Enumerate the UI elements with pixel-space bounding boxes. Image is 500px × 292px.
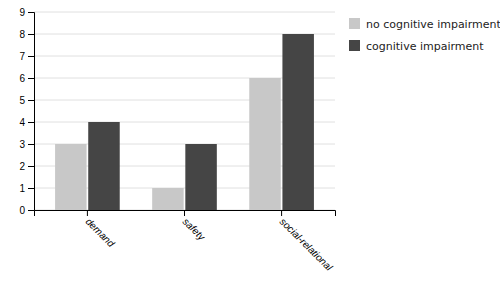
x-tick-label: safety [181,216,208,243]
bar [282,34,313,210]
y-tick-label: 3 [19,139,25,150]
bar-series [88,34,314,210]
legend-label: cognitive impairment [366,40,484,53]
y-tick: 7 [19,51,34,62]
y-tick-label: 5 [19,95,25,106]
y-axis: 0 1 2 3 4 5 6 7 8 9 [19,7,34,216]
y-tick-mark [28,12,34,13]
y-tick-mark [28,188,34,189]
legend-item: no cognitive impairment [349,18,500,31]
y-tick-mark [28,34,34,35]
chart: 0 1 2 3 4 5 6 7 8 9 demand safety social-relational n… [0,0,500,292]
y-tick: 5 [19,95,34,106]
bar-series [55,78,281,210]
bar [249,78,280,210]
y-tick-label: 9 [19,7,25,18]
y-tick: 9 [19,7,34,18]
x-tick-label: demand [84,216,118,250]
y-tick: 8 [19,29,34,40]
y-tick-label: 6 [19,73,25,84]
y-tick-label: 0 [19,205,25,216]
y-tick-label: 2 [19,161,25,172]
bar [152,188,183,210]
bar [55,144,86,210]
bar [185,144,216,210]
y-tick-label: 8 [19,29,25,40]
grid-line [34,12,335,13]
y-axis-line [28,13,35,211]
y-tick: 3 [19,139,34,150]
bars [55,34,314,210]
y-tick: 0 [19,205,34,216]
y-tick-label: 7 [19,51,25,62]
y-tick: 6 [19,73,34,84]
x-axis-line [35,211,336,217]
x-tick: demand [84,210,118,249]
y-tick-mark [28,210,34,211]
x-tick: social-relational [278,210,335,273]
legend-item: cognitive impairment [349,40,484,53]
y-tick-mark [28,56,34,57]
legend: no cognitive impairment cognitive impairm… [349,18,500,53]
y-tick-mark [28,100,34,101]
y-tick-mark [28,78,34,79]
y-tick-label: 1 [19,183,25,194]
plot: 0 1 2 3 4 5 6 7 8 9 demand safety social-relational [19,7,335,274]
y-tick: 1 [19,183,34,194]
legend-swatch [349,18,360,29]
y-tick-mark [28,166,34,167]
y-tick-mark [28,122,34,123]
x-tick: safety [181,210,208,243]
x-tick-mark [184,210,185,216]
legend-label: no cognitive impairment [366,18,500,31]
x-axis: demand safety social-relational [35,210,336,273]
y-tick: 4 [19,117,34,128]
y-tick-label: 4 [19,117,25,128]
y-tick-mark [28,144,34,145]
x-tick-mark [87,210,88,216]
grid [34,12,335,210]
legend-swatch [349,40,360,51]
y-tick: 2 [19,161,34,172]
bar [88,122,119,210]
x-tick-mark [281,210,282,216]
x-tick-label: social-relational [278,216,335,273]
